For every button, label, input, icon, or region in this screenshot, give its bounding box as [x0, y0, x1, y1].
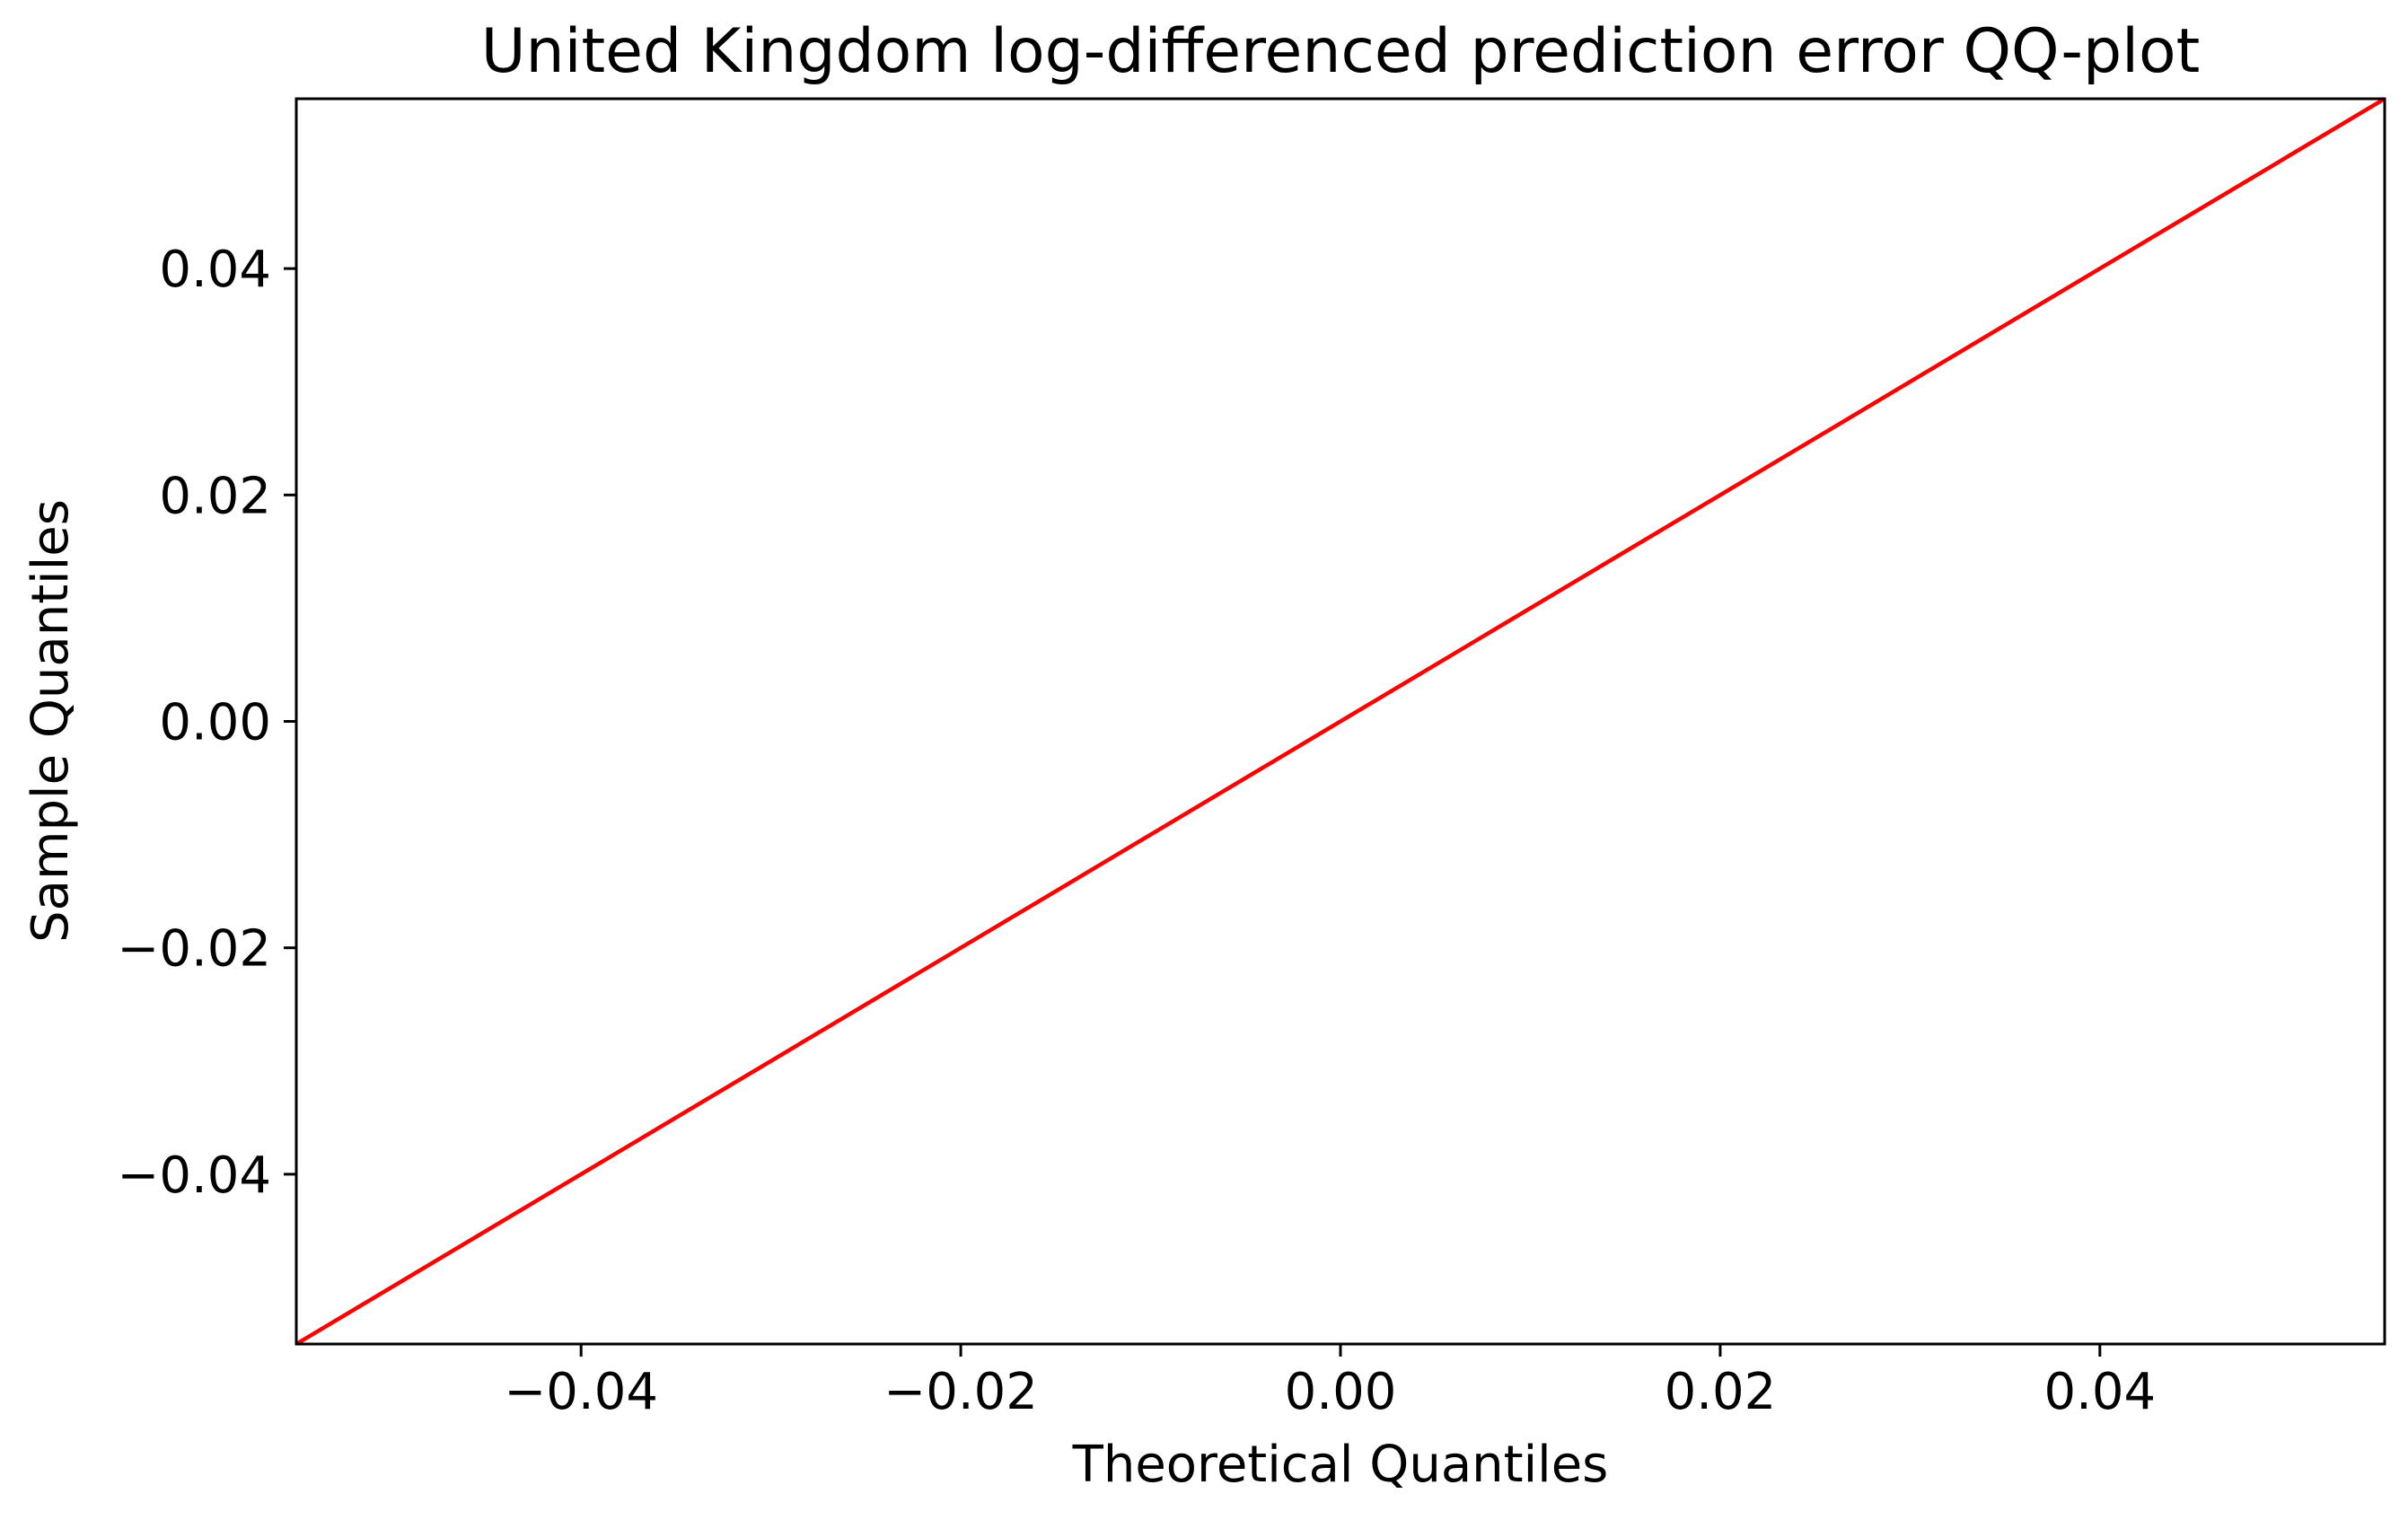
x-tick-label: −0.04 [504, 1363, 658, 1421]
x-tick-label: 0.02 [1665, 1363, 1777, 1421]
y-tick-label: 0.04 [159, 241, 271, 299]
plot-frame [294, 97, 2386, 1346]
y-tick-label: −0.04 [117, 1147, 271, 1205]
x-axis-label: Theoretical Quantiles [1072, 1436, 1609, 1494]
reference-line [294, 97, 2386, 1346]
x-tick-label: 0.00 [1285, 1363, 1397, 1421]
y-tick-label: 0.00 [159, 694, 271, 752]
chart-title: United Kingdom log-differenced predictio… [481, 16, 2201, 87]
y-tick-label: 0.02 [159, 467, 271, 525]
x-tick-label: −0.02 [883, 1363, 1038, 1421]
x-tick-label: 0.04 [2043, 1363, 2156, 1421]
x-axis: −0.04 −0.02 0.00 0.02 0.04 [504, 1344, 2156, 1421]
y-axis-label: Sample Quantiles [22, 499, 80, 943]
y-axis: −0.04 −0.02 0.00 0.02 0.04 [117, 241, 296, 1205]
y-tick-label: −0.02 [117, 920, 271, 979]
plot-area [294, 97, 2386, 1346]
